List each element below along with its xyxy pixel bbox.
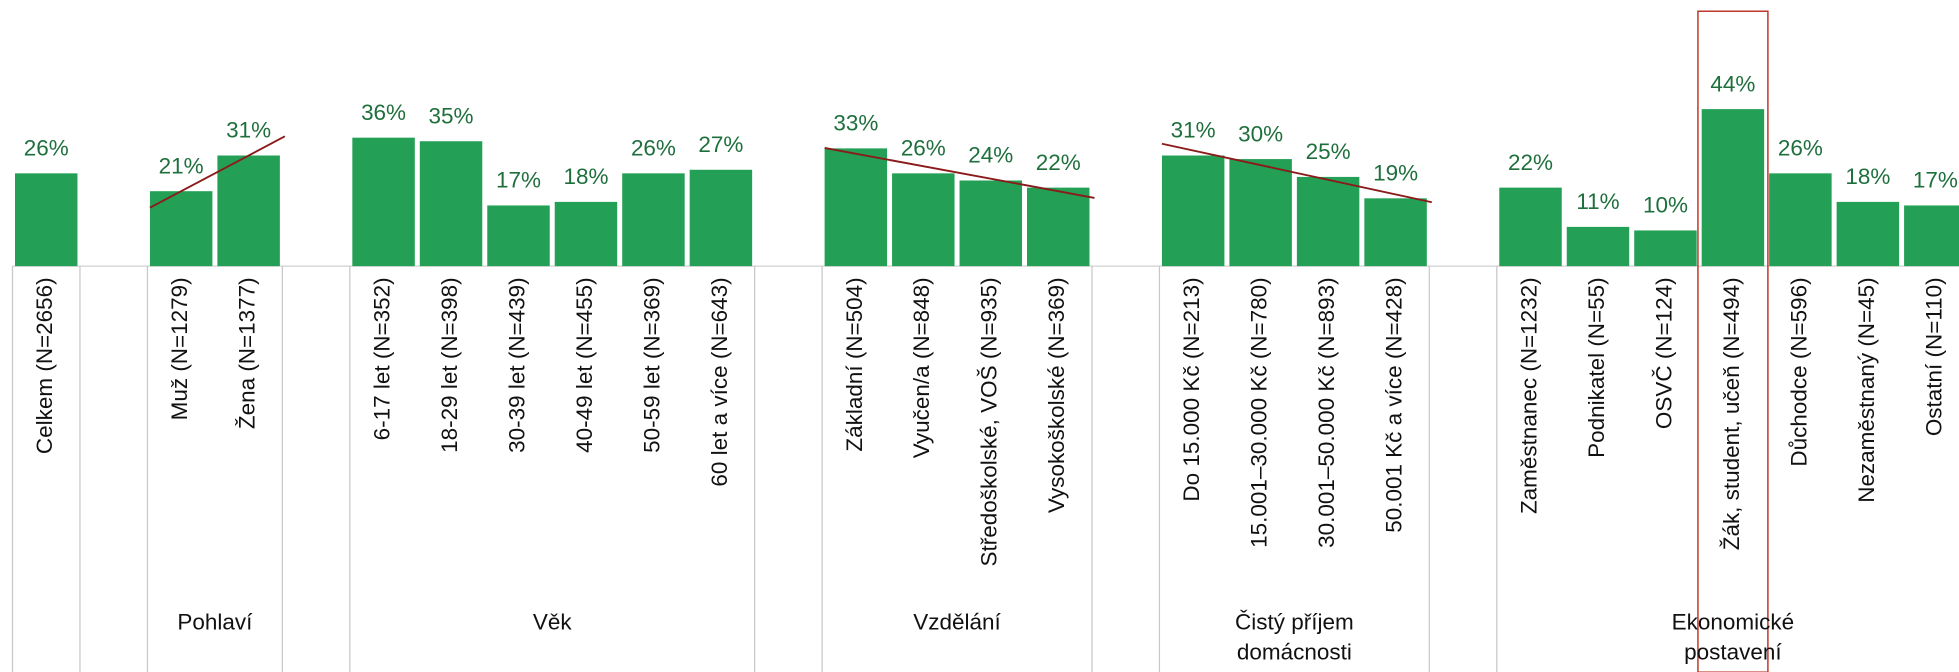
group-label-box: Ekonomické postavení <box>1671 609 1795 665</box>
category-label: 50.001 Kč a více (N=428) <box>1382 277 1407 532</box>
bar <box>1027 187 1090 267</box>
category-label: 30.001–50.000 Kč (N=893) <box>1314 277 1339 547</box>
bar <box>1364 198 1427 267</box>
category-label: Nezaměstnaný (N=45) <box>1854 277 1879 502</box>
bar <box>1229 159 1292 267</box>
bar <box>1769 173 1832 267</box>
trendline <box>1161 142 1433 204</box>
data-label: 17% <box>1913 168 1958 193</box>
category-label: Středoškolské, VOŠ (N=935) <box>977 277 1002 566</box>
bar <box>14 173 78 267</box>
data-label: 24% <box>968 143 1013 168</box>
group-label: Věk <box>532 609 572 635</box>
trendline <box>824 147 1095 199</box>
category-label: Základní (N=504) <box>842 277 867 451</box>
bar <box>1836 201 1900 267</box>
category-label: Vyučen/a (N=848) <box>909 277 934 458</box>
bar <box>1499 187 1562 267</box>
data-label: 31% <box>1171 118 1216 143</box>
bar <box>1701 109 1765 267</box>
bar <box>554 201 618 267</box>
data-label: 26% <box>24 136 69 161</box>
category-label: OSVČ (N=124) <box>1651 277 1676 429</box>
group-label-box: Vzdělání <box>913 609 1001 635</box>
category-label: Důchodce (N=596) <box>1786 277 1811 466</box>
data-label: 27% <box>698 132 743 157</box>
group-label: Vzdělání <box>913 609 1001 635</box>
group-label-box: Čistý příjem domácnosti <box>1235 609 1354 665</box>
bar <box>1161 155 1225 267</box>
bar <box>217 155 280 267</box>
highlight-box <box>1697 10 1769 672</box>
data-label: 31% <box>226 118 271 143</box>
bar <box>419 141 483 267</box>
category-label: Vysokoškolské (N=369) <box>1044 277 1069 513</box>
data-label: 17% <box>496 168 541 193</box>
category-label: 60 let a více (N=643) <box>707 277 732 486</box>
category-label: Do 15.000 Kč (N=213) <box>1179 277 1204 501</box>
category-label: Celkem (N=2656) <box>32 277 57 454</box>
bar <box>1904 205 1959 267</box>
data-label: 26% <box>901 136 946 161</box>
bar <box>622 173 685 267</box>
data-label: 22% <box>1036 150 1081 175</box>
group-label-box: Věk <box>532 609 572 635</box>
category-label: Zaměstnanec (N=1232) <box>1516 277 1541 514</box>
data-label: 26% <box>631 136 676 161</box>
data-label: 35% <box>429 103 474 128</box>
data-label: 18% <box>1845 164 1890 189</box>
category-label: Podnikatel (N=55) <box>1584 277 1609 457</box>
data-label: 18% <box>563 164 608 189</box>
category-label: Muž (N=1279) <box>167 277 192 420</box>
bar <box>149 191 213 267</box>
data-label: 25% <box>1306 139 1351 164</box>
data-label: 33% <box>833 111 878 136</box>
trendline <box>149 135 286 209</box>
bar <box>487 205 550 267</box>
group-label-box: Pohlaví <box>177 609 253 635</box>
category-label: 15.001–30.000 Kč (N=780) <box>1247 277 1272 547</box>
category-label: Žena (N=1377) <box>235 277 260 429</box>
group-label: Pohlaví <box>177 609 253 635</box>
data-label: 22% <box>1508 150 1553 175</box>
bar <box>1634 230 1697 267</box>
data-label: 19% <box>1373 161 1418 186</box>
group-label: Čistý příjem domácnosti <box>1235 609 1354 665</box>
data-label: 10% <box>1643 193 1688 218</box>
bar <box>689 169 753 267</box>
category-label: Žák, student, učeň (N=494) <box>1719 277 1744 550</box>
bar <box>959 180 1023 267</box>
category-label: 50-59 let (N=369) <box>639 277 664 452</box>
category-label: Ostatní (N=110) <box>1921 277 1946 436</box>
data-label: 11% <box>1576 189 1619 214</box>
bar <box>824 148 888 267</box>
data-label: 36% <box>361 100 406 125</box>
category-label: 40-49 let (N=455) <box>572 277 597 452</box>
category-label: 30-39 let (N=439) <box>504 277 529 452</box>
category-label: 6-17 let (N=352) <box>370 277 395 440</box>
data-label: 21% <box>159 153 204 178</box>
data-label: 26% <box>1778 136 1823 161</box>
chart-body: 26% Celkem (N=2656) 21% Muž (N=1279) 31% Žena… <box>11 10 1959 672</box>
bar <box>892 173 955 267</box>
bar <box>352 137 415 267</box>
bar <box>1566 226 1630 267</box>
data-label: 44% <box>1710 71 1755 96</box>
group-label: Ekonomické postavení <box>1671 609 1795 665</box>
bar <box>1296 176 1360 267</box>
data-label: 30% <box>1238 121 1283 146</box>
category-label: 18-29 let (N=398) <box>437 277 462 452</box>
